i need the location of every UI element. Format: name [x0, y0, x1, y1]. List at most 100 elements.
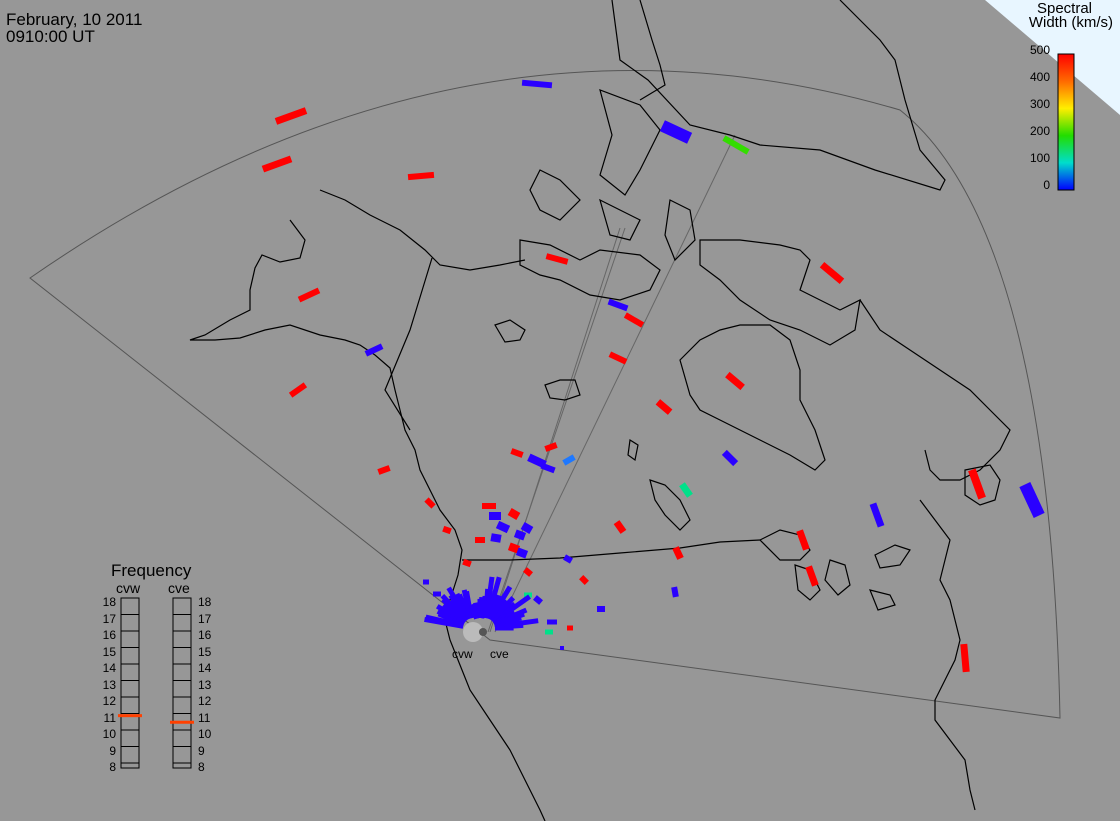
- frequency-scale-label-cve: 14: [198, 661, 212, 675]
- frequency-scale-label-cvw: 17: [102, 611, 116, 626]
- echo-cell: [796, 529, 810, 551]
- legend-tick: 200: [1029, 124, 1050, 138]
- cvw-site-marker: [463, 622, 483, 642]
- frequency-col-cve: cve: [168, 580, 190, 596]
- time-label: 0910:00 UT: [6, 27, 95, 46]
- echo-cell: [489, 512, 501, 520]
- echo-cell: [613, 520, 627, 534]
- echo-cell: [495, 520, 511, 534]
- frequency-scale-label-cvw: 11: [103, 710, 116, 725]
- frequency-col-cvw: cvw: [116, 580, 141, 596]
- frequency-scales: [118, 597, 194, 769]
- fan-beam: [469, 603, 479, 620]
- echo-cell: [567, 625, 573, 631]
- echo-cell: [533, 595, 543, 605]
- frequency-scale-label-cve: 18: [198, 595, 212, 609]
- frequency-scale-label-cve: 17: [198, 611, 212, 626]
- corner-panel: [985, 0, 1120, 115]
- cve-frequency-marker: [170, 720, 194, 724]
- echo-cell: [507, 542, 521, 554]
- frequency-scale-label-cvw: 12: [102, 694, 116, 708]
- frequency-scale-label-cve: 16: [198, 628, 212, 642]
- echo-cell: [655, 399, 673, 415]
- echo-layer: [261, 79, 1045, 673]
- frequency-scale-label-cvw: 10: [102, 727, 116, 741]
- legend-title-line1: Spectral: [1036, 0, 1092, 17]
- echo-cell: [562, 454, 576, 466]
- echo-cell: [520, 522, 534, 534]
- frequency-scale-label-cvw: 16: [102, 628, 116, 642]
- echo-cell: [442, 525, 452, 535]
- echo-cell: [490, 533, 502, 543]
- echo-cell: [869, 502, 885, 528]
- frequency-scale-label-cve: 12: [198, 694, 212, 708]
- echo-cell: [540, 462, 556, 474]
- echo-cell: [475, 537, 485, 543]
- echo-cell: [1019, 482, 1045, 518]
- echo-cell: [968, 468, 986, 500]
- echo-cell: [462, 558, 472, 568]
- echo-cell: [297, 287, 321, 303]
- radar-label-cvw: cvw: [452, 647, 473, 661]
- echo-cell: [545, 253, 569, 265]
- frequency-scale-label-cve: 15: [198, 644, 212, 659]
- frequency-scale-label-cvw: 9: [109, 743, 116, 758]
- echo-cell: [523, 567, 533, 577]
- echo-cell: [261, 155, 293, 173]
- echo-cell: [513, 529, 527, 541]
- frequency-scale-label-cve: 8: [198, 760, 205, 774]
- echo-cell: [424, 497, 436, 509]
- echo-cell: [671, 586, 679, 598]
- cvw-frequency-marker: [118, 714, 142, 718]
- echo-cell: [579, 575, 589, 585]
- coastlines: [189, 0, 1011, 821]
- frequency-scale-label-cvw: 14: [102, 661, 116, 675]
- echo-cell: [608, 351, 628, 365]
- echo-cell: [607, 298, 629, 312]
- radar-label-cve: cve: [490, 647, 509, 661]
- fov-outline: [29, 70, 1061, 719]
- echo-cell: [659, 120, 693, 144]
- beam-lines: [487, 134, 736, 633]
- legend-tick: 300: [1029, 97, 1050, 111]
- echo-cell: [545, 629, 553, 635]
- frequency-scale-label-cve: 10: [198, 727, 212, 741]
- echo-cell: [482, 503, 496, 509]
- echo-cell: [819, 261, 845, 285]
- echo-cell: [364, 343, 384, 357]
- echo-cell: [515, 547, 529, 559]
- echo-cell: [544, 442, 558, 452]
- echo-cell: [507, 508, 521, 520]
- echo-cell: [563, 554, 573, 564]
- echo-cell: [377, 465, 391, 475]
- fan-beam: [424, 616, 464, 629]
- echo-cell: [672, 546, 684, 560]
- radar-sites: [463, 622, 487, 642]
- echo-cell: [597, 606, 605, 612]
- echo-cell: [679, 482, 693, 498]
- echo-cell: [274, 107, 308, 125]
- echo-cell: [521, 79, 553, 89]
- echo-cell: [960, 643, 970, 673]
- echo-cell: [560, 646, 564, 650]
- legend-tick: 100: [1029, 151, 1050, 165]
- date-label: February, 10 2011: [6, 10, 143, 29]
- frequency-scale-label-cve: 11: [198, 710, 211, 725]
- echo-cell: [547, 619, 557, 625]
- legend-tick: 500: [1029, 43, 1050, 57]
- echo-cell: [433, 591, 441, 597]
- echo-cell: [423, 579, 429, 585]
- frequency-scale-label-cve: 13: [198, 677, 212, 692]
- frequency-scale-label-cvw: 18: [102, 595, 116, 609]
- frequency-scale-label-cvw: 15: [102, 644, 116, 659]
- echo-cell: [510, 448, 524, 458]
- echo-cell: [722, 135, 750, 155]
- echo-cell: [805, 565, 819, 587]
- frequency-scale-label-cvw: 8: [109, 760, 116, 774]
- cve-site-marker: [479, 628, 487, 636]
- echo-cell: [407, 171, 435, 181]
- frequency-scale-label-cve: 9: [198, 743, 205, 758]
- echo-cell: [725, 371, 745, 391]
